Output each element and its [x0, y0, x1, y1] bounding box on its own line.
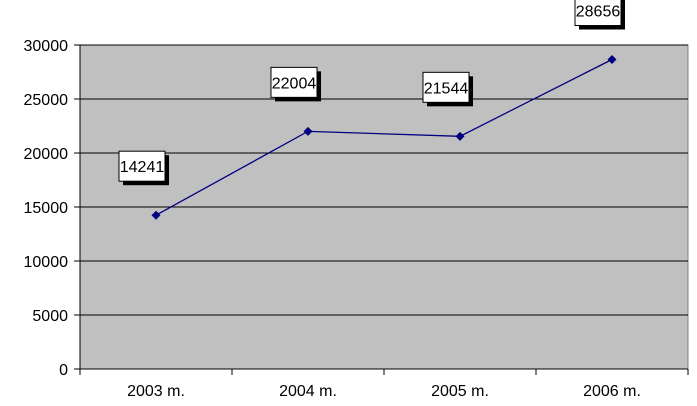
- data-labels: 14241 22004 21544 28656: [118, 0, 625, 186]
- data-label: 21544: [422, 71, 473, 107]
- data-label: 22004: [270, 66, 321, 102]
- x-tick-labels: 2003 m. 2004 m. 2005 m. 2006 m.: [127, 383, 641, 400]
- y-tick-label: 30000: [24, 38, 69, 55]
- series-group: [151, 55, 617, 220]
- axes: [74, 44, 689, 375]
- data-label-box: [574, 0, 622, 27]
- y-tick-label: 15000: [24, 200, 69, 217]
- data-label-text: 14241: [120, 159, 165, 176]
- x-tick-label: 2003 m.: [127, 383, 185, 400]
- data-label-text: 22004: [272, 75, 317, 92]
- data-label-box: [422, 71, 470, 103]
- gridlines: [80, 44, 688, 316]
- data-label-text: 21544: [424, 80, 469, 97]
- y-tick-labels: 0 5000 10000 15000 20000 25000 30000: [24, 38, 69, 379]
- x-tick-label: 2006 m.: [583, 383, 641, 400]
- y-tick-label: 20000: [24, 146, 69, 163]
- data-point-marker: [303, 126, 313, 136]
- data-label: 14241: [118, 150, 169, 186]
- data-point-marker: [151, 210, 161, 220]
- y-tick-label: 10000: [24, 254, 69, 271]
- y-tick-label: 0: [59, 362, 68, 379]
- data-label-box: [270, 66, 318, 98]
- y-tick-label: 25000: [24, 92, 69, 109]
- data-label-box: [118, 150, 166, 182]
- data-point-marker: [607, 55, 617, 65]
- series-line: [155, 58, 613, 216]
- data-point-marker: [455, 131, 465, 141]
- x-tick-label: 2005 m.: [431, 383, 489, 400]
- x-tick-label: 2004 m.: [279, 383, 337, 400]
- y-tick-label: 5000: [32, 308, 68, 325]
- data-label-text: 28656: [576, 4, 621, 21]
- data-label: 28656: [574, 0, 625, 30]
